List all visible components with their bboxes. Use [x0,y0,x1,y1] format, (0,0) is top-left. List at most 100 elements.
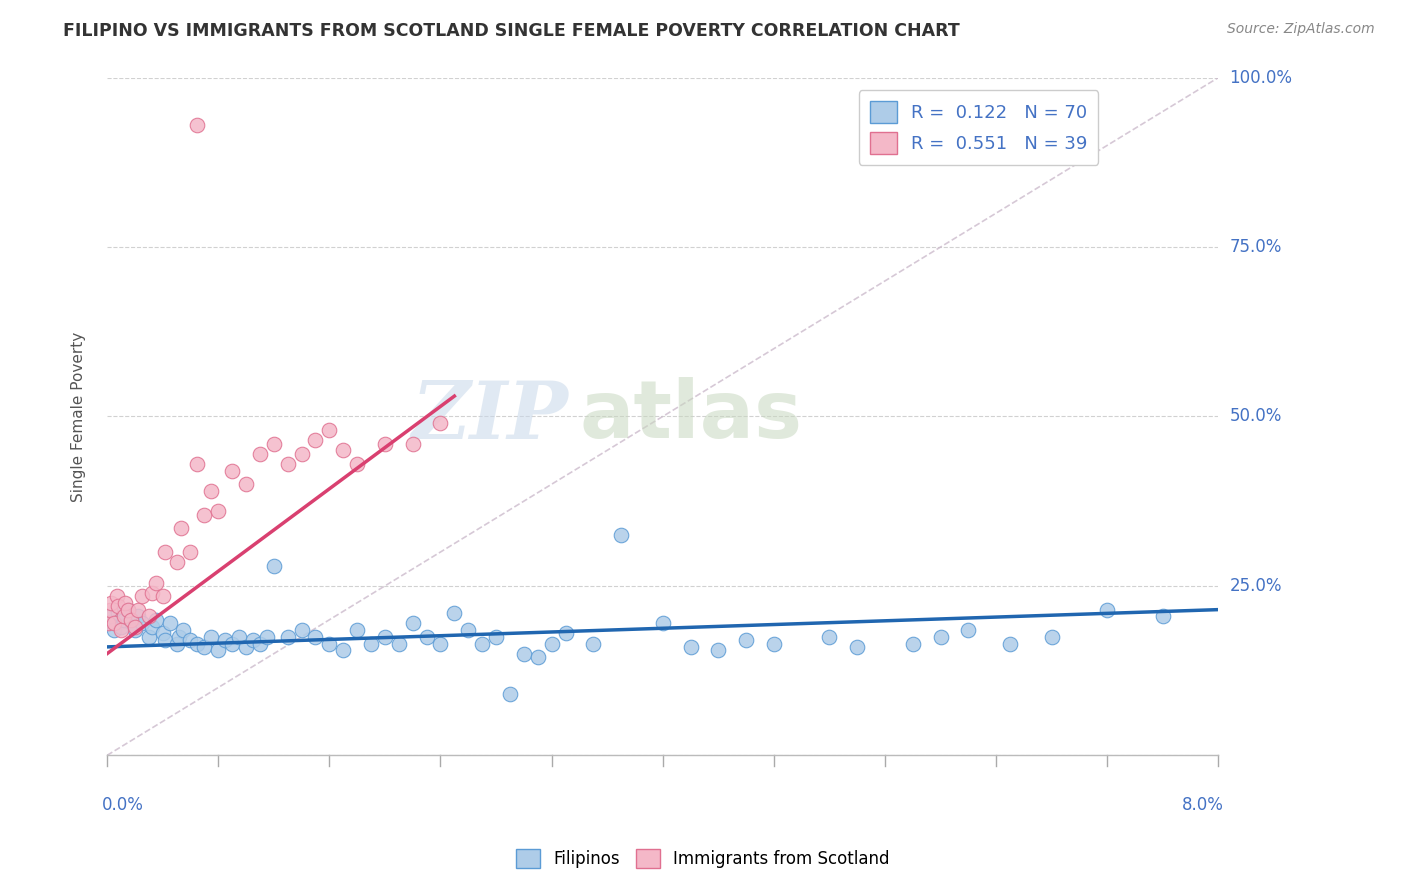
Point [318,636,340,650]
Point [526,650,548,665]
Point [200,630,222,644]
Point [152,626,174,640]
Point [263,558,285,573]
Point [242,633,264,648]
Point [762,636,785,650]
Point [346,623,368,637]
Point [131,589,153,603]
Legend: R =  0.122   N = 70, R =  0.551   N = 39: R = 0.122 N = 70, R = 0.551 N = 39 [859,90,1098,165]
Point [172,623,194,637]
Point [207,504,229,518]
Point [221,636,243,650]
Text: FILIPINO VS IMMIGRANTS FROM SCOTLAND SINGLE FEMALE POVERTY CORRELATION CHART: FILIPINO VS IMMIGRANTS FROM SCOTLAND SIN… [63,22,960,40]
Point [429,636,451,650]
Point [98,616,121,631]
Point [170,521,193,535]
Point [304,433,326,447]
Point [221,464,243,478]
Point [100,609,122,624]
Point [249,636,271,650]
Point [256,630,278,644]
Point [112,609,135,624]
Point [610,528,633,542]
Point [193,508,215,522]
Text: Source: ZipAtlas.com: Source: ZipAtlas.com [1227,22,1375,37]
Point [651,616,673,631]
Point [145,575,167,590]
Point [117,602,139,616]
Point [166,555,188,569]
Text: 0.0%: 0.0% [101,796,143,814]
Point [235,477,257,491]
Point [193,640,215,654]
Text: ZIP: ZIP [412,377,568,455]
Point [929,630,952,644]
Point [1097,602,1119,616]
Point [100,596,122,610]
Point [304,630,326,644]
Point [105,589,128,603]
Point [957,623,980,637]
Text: 75.0%: 75.0% [1230,238,1282,256]
Point [159,616,181,631]
Point [443,606,465,620]
Point [131,616,153,631]
Point [1040,630,1063,644]
Point [402,436,425,450]
Point [107,606,129,620]
Point [124,619,146,633]
Point [214,633,236,648]
Point [332,643,354,657]
Point [141,585,163,599]
Point [155,545,177,559]
Point [97,616,120,631]
Point [169,630,191,644]
Point [207,643,229,657]
Text: 50.0%: 50.0% [1230,408,1282,425]
Point [112,613,135,627]
Point [98,602,121,616]
Point [374,436,396,450]
Point [818,630,841,644]
Point [360,636,382,650]
Point [107,599,129,614]
Text: 100.0%: 100.0% [1230,69,1292,87]
Point [277,457,299,471]
Point [155,633,177,648]
Point [998,636,1021,650]
Point [901,636,924,650]
Point [186,636,208,650]
Point [138,609,160,624]
Point [263,436,285,450]
Point [1152,609,1174,624]
Point [374,630,396,644]
Point [127,602,149,616]
Point [485,630,508,644]
Point [186,457,208,471]
Point [499,687,522,701]
Point [735,633,758,648]
Point [235,640,257,654]
Point [141,619,163,633]
Point [138,630,160,644]
Point [121,616,143,631]
Point [846,640,869,654]
Point [186,118,208,132]
Point [318,423,340,437]
Text: 8.0%: 8.0% [1182,796,1225,814]
Point [179,633,201,648]
Point [103,623,125,637]
Point [120,613,142,627]
Legend: Filipinos, Immigrants from Scotland: Filipinos, Immigrants from Scotland [510,842,896,875]
Point [513,647,536,661]
Point [127,609,149,624]
Point [402,616,425,631]
Text: 25.0%: 25.0% [1230,577,1282,595]
Point [290,623,312,637]
Point [332,443,354,458]
Point [554,626,576,640]
Point [110,619,132,633]
Point [228,630,250,644]
Point [152,589,174,603]
Text: atlas: atlas [579,377,803,456]
